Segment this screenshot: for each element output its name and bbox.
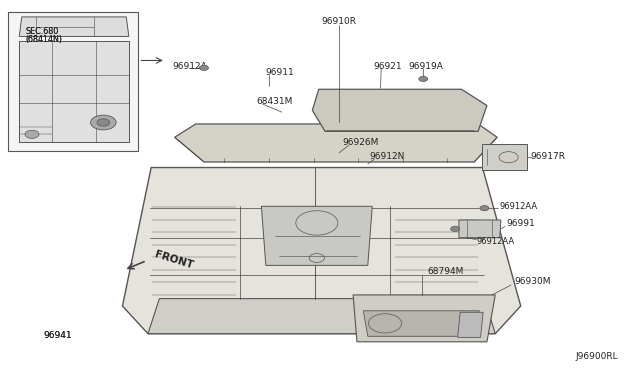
Polygon shape [353,295,495,342]
Bar [442,127,463,133]
Polygon shape [122,167,521,334]
Text: 96926M: 96926M [342,138,379,147]
Circle shape [91,115,116,130]
Text: 96912N: 96912N [370,152,405,161]
Text: 96912AA: 96912AA [476,237,515,246]
Polygon shape [8,13,138,151]
Text: 96919A: 96919A [408,61,443,71]
Polygon shape [19,17,129,36]
Polygon shape [458,312,483,337]
Polygon shape [459,220,501,238]
Bar [346,127,366,133]
Text: (68414N): (68414N) [26,35,63,44]
Text: 96912AA: 96912AA [500,202,538,211]
Polygon shape [364,311,479,336]
Text: 96921: 96921 [373,61,401,71]
Text: 96941: 96941 [43,331,72,340]
Polygon shape [19,41,129,142]
Text: 96941: 96941 [43,331,72,340]
Polygon shape [175,124,497,162]
Circle shape [200,65,209,70]
Text: 96910R: 96910R [322,17,356,26]
Bar [378,127,397,133]
Text: 96911: 96911 [266,68,294,77]
Polygon shape [312,89,487,131]
Circle shape [451,226,460,231]
Circle shape [25,130,39,138]
Bar [409,127,429,133]
Circle shape [480,206,489,211]
Text: 68431M: 68431M [256,97,292,106]
Text: FRONT: FRONT [153,249,194,270]
Text: 96930M: 96930M [515,278,551,286]
Polygon shape [261,206,372,265]
Text: (68414N): (68414N) [26,35,63,44]
Circle shape [97,119,109,126]
FancyBboxPatch shape [38,19,93,36]
Text: 68794M: 68794M [427,267,463,276]
Text: SEC.680: SEC.680 [26,27,59,36]
Text: SEC.680: SEC.680 [26,27,59,36]
Text: 96912A: 96912A [172,61,207,71]
Polygon shape [483,144,527,170]
Text: J96900RL: J96900RL [575,352,618,361]
Polygon shape [148,299,495,334]
Text: 96917R: 96917R [531,152,565,161]
Circle shape [419,76,428,81]
Text: 96991: 96991 [506,219,535,228]
